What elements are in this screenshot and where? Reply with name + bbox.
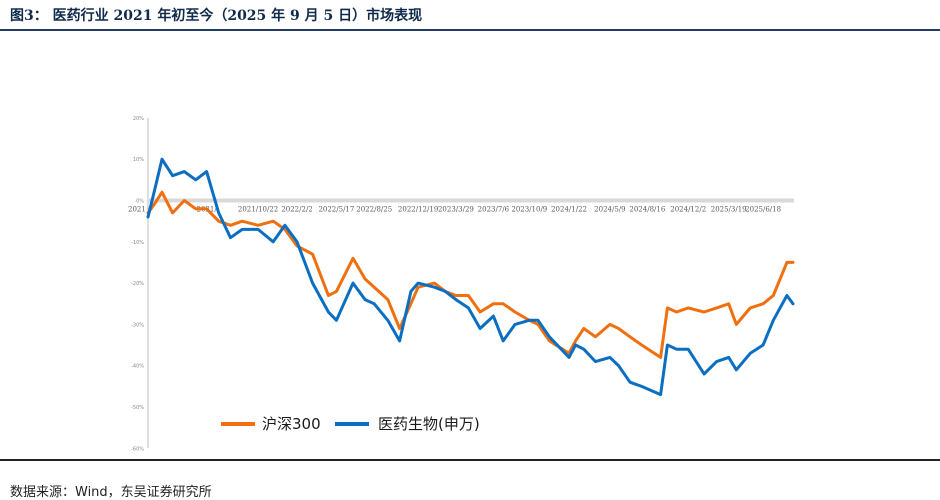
title-rule [0,29,940,31]
y-tick-label: -50% [131,405,144,411]
x-tick-label: 2025/3/19 [711,206,747,214]
y-tick-label: -60% [131,446,144,452]
series-line-hs300 [146,190,795,359]
y-tick-label: 10% [133,157,144,163]
x-tick-label: 2024/1/22 [551,206,587,214]
x-tick-label: 2022/2/2 [281,206,312,214]
x-tick-label: 2023/10/9 [511,206,547,214]
x-tick-label: 2021/10/22 [238,206,278,214]
x-tick-label: 2024/12/2 [670,206,706,214]
x-tick-label: 2023/7/6 [478,206,510,214]
x-tick-label: 2024/5/9 [594,206,625,214]
y-tick-label: -40% [131,364,144,370]
source-note: 数据来源：Wind，东吴证券研究所 [10,485,212,500]
x-tick-label: 2021 [128,206,146,214]
legend-label: 医药生物(申万) [378,415,480,433]
y-axis: 20% 10% 0% -10% -20% -30% -40% -50% -60% [131,116,149,452]
line-chart: 20% 10% 0% -10% -20% -30% -40% -50% -60% 2021 202… [128,116,795,452]
chart-legend: 沪深300 医药生物(申万) [221,415,480,433]
series-group [146,157,795,397]
x-tick-label: 2024/8/16 [629,206,665,214]
y-tick-label: -10% [131,240,144,246]
series-line-pharma [146,157,795,397]
x-tick-label: 2022/5/17 [318,206,354,214]
footer-rule [0,459,940,461]
x-axis: 2021 2021/2021/10/22 2022/2/2 2022/5/17 2022… [128,198,794,214]
x-tick-label: 2025/6/18 [745,206,781,214]
x-tick-label: 2023/3/29 [438,206,474,214]
y-tick-label: 0% [136,199,144,205]
y-tick-label: -30% [131,322,144,328]
legend-label: 沪深300 [262,415,321,433]
x-tick-label: 2022/8/25 [356,206,392,214]
x-tick-label: 2022/12/19 [398,206,438,214]
figure-title: 图3： 医药行业 2021 年初至今（2025 年 9 月 5 日）市场表现 [10,8,423,24]
y-tick-label: -20% [131,281,144,287]
y-tick-label: 20% [133,116,144,122]
